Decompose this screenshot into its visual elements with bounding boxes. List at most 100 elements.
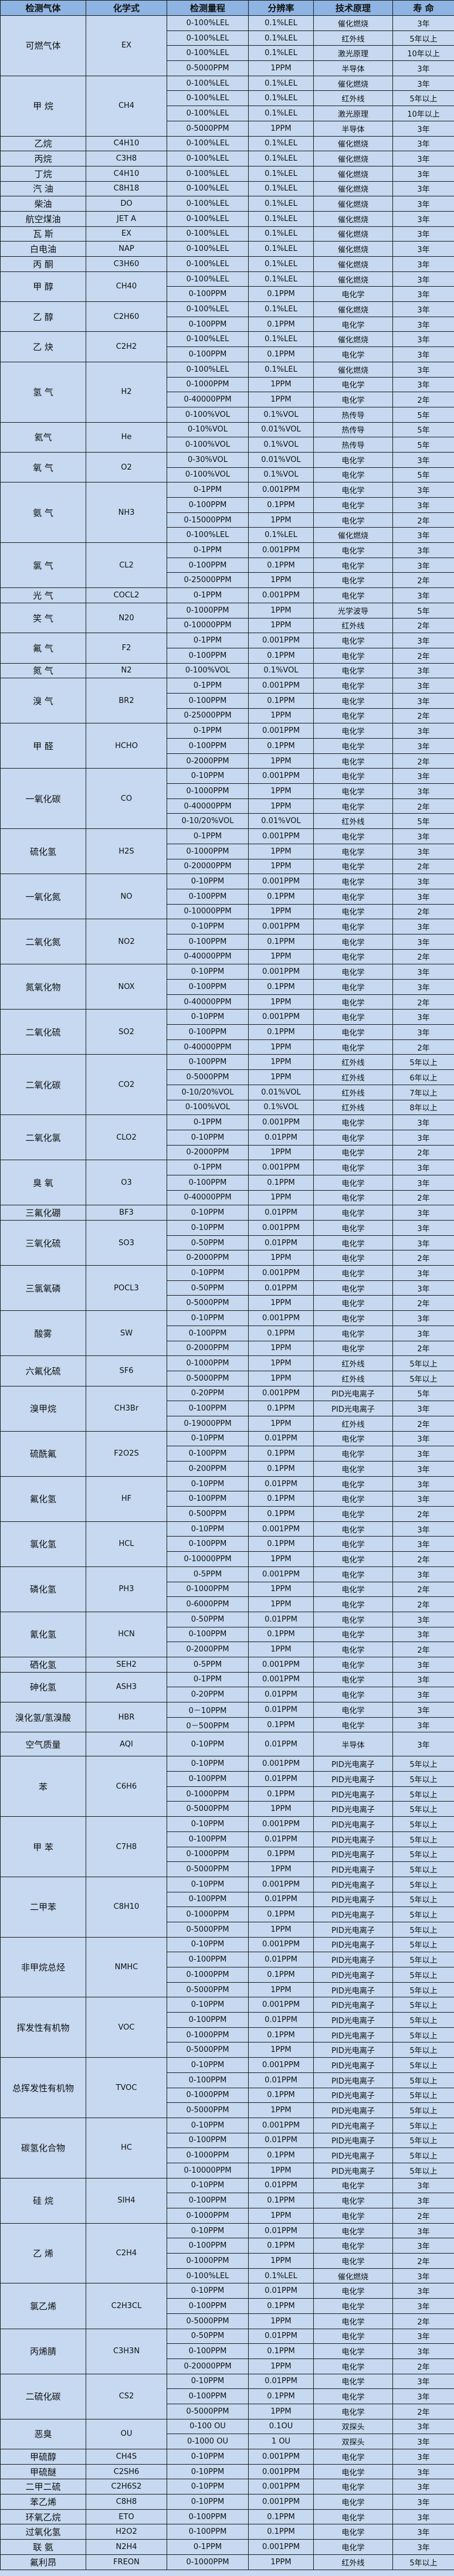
table-row: 0-100PPM 0.1PPM 电化学 3年 [1, 557, 454, 573]
principle-cell: 电化学 [313, 1461, 393, 1477]
principle-cell: PID光电离子 [313, 1891, 393, 1908]
lifespan-cell: 3年 [392, 376, 454, 393]
resolution-cell: 0.1PPM [248, 1174, 314, 1191]
formula-cell: SO2 [86, 1009, 167, 1055]
resolution-cell: 0.1%LEL [248, 196, 314, 212]
resolution-cell: 1PPM [248, 512, 314, 528]
lifespan-cell: 2年 [392, 949, 454, 965]
principle-cell: 电化学 [313, 1174, 393, 1191]
lifespan-cell: 3年 [392, 2524, 454, 2540]
principle-cell: 电化学 [313, 2539, 393, 2555]
range-cell: 0-5PPM [167, 1656, 249, 1673]
principle-cell: 电化学 [313, 1581, 393, 1598]
resolution-cell: 0.1PPM [248, 1401, 314, 1416]
formula-cell: C3H8 [86, 151, 167, 166]
principle-cell: 电化学 [313, 1009, 393, 1025]
lifespan-cell: 3年 [392, 1009, 454, 1025]
resolution-cell: 0.001PPM [248, 1265, 314, 1281]
table-row: 0-10/20%VOL 0.01%VOL 红外线 7年以上 [1, 1084, 454, 1100]
resolution-cell: 0.1PPM [248, 1846, 314, 1863]
principle-cell: 电化学 [313, 692, 393, 709]
resolution-cell: 1PPM [248, 1039, 314, 1055]
resolution-cell: 1PPM [248, 1340, 314, 1357]
range-cell: 0-1000PPM [167, 2253, 249, 2269]
principle-cell: 电化学 [313, 1717, 393, 1733]
resolution-cell: 0.1PPM [248, 2509, 314, 2525]
range-cell: 0-1000PPM [167, 2147, 249, 2163]
resolution-cell: 1PPM [248, 858, 314, 875]
formula-cell: COCL2 [86, 587, 167, 603]
gas-name-cell: 空气质量 [0, 1732, 86, 1757]
table-row: 恶臭 OU 0-100 OU 0.1OU 双探头 3年 [0, 2418, 454, 2450]
range-cell: 0-1000PPM [167, 1786, 249, 1802]
resolution-cell: 0.001PPM [248, 723, 314, 739]
formula-cell: CH3Br [86, 1385, 167, 1432]
table-row: 臭 氧 O3 0-1PPM 0.001PPM 电化学 3年 [0, 1160, 454, 1206]
lifespan-cell: 5年以上 [392, 1921, 454, 1938]
range-cell: 0-100%LEL [167, 361, 249, 378]
resolution-cell: 1PPM [248, 2162, 314, 2179]
resolution-cell: 1PPM [248, 2358, 314, 2374]
lifespan-cell: 3年 [392, 1205, 454, 1221]
principle-cell: 红外线 [313, 1084, 393, 1100]
range-cell: 0-25000PPM [167, 572, 249, 589]
resolution-cell: 1PPM [248, 1355, 314, 1371]
lifespan-cell: 2年 [392, 1250, 454, 1266]
principle-cell: 电化学 [313, 2193, 393, 2208]
formula-cell: N2H4 [86, 2539, 167, 2555]
range-cell: 0-1000PPM [167, 2027, 249, 2043]
range-cell: 0-40000PPM [167, 798, 249, 814]
formula-cell: BF3 [86, 1205, 167, 1221]
resolution-cell: 0.1PPM [248, 1536, 314, 1552]
resolution-cell: 0.1%LEL [248, 226, 314, 242]
table-row: 0-100PPM 0.1PPM 电化学 3年 [1, 2298, 454, 2314]
principle-cell: 电化学 [313, 1265, 393, 1281]
table-row: 0-5000PPM 1PPM 电化学 2年 [1, 2313, 454, 2329]
gas-name-cell: 笑 气 [0, 602, 86, 634]
resolution-cell: 0.1PPM [248, 316, 314, 332]
lifespan-cell: 5年以上 [392, 1816, 454, 1832]
principle-cell: 电化学 [313, 286, 393, 303]
lifespan-cell: 2年 [392, 798, 454, 814]
resolution-cell: 0.1PPM [248, 1506, 314, 1522]
resolution-cell: 1PPM [248, 376, 314, 393]
formula-cell: N2 [86, 662, 167, 679]
principle-cell: 电化学 [313, 1626, 393, 1643]
principle-cell: 电化学 [313, 888, 393, 905]
principle-cell: PID光电离子 [313, 1967, 393, 1983]
lifespan-cell: 3年 [392, 2479, 454, 2495]
table-row: 空气质量 AQI 0-10PPM 0.01PPM 半导体 3年 [0, 1732, 454, 1757]
gas-name-cell: 甲硫醚 [0, 2463, 86, 2480]
principle-cell: PID光电离子 [313, 1906, 393, 1922]
table-row: 0-1000PPM 1PPM 电化学 2年 [1, 1581, 454, 1598]
table-row: 0-19000PPM 1PPM 红外线 2年 [1, 1415, 454, 1432]
resolution-cell: 0.1%LEL [248, 45, 314, 62]
principle-cell: 电化学 [313, 723, 393, 739]
lifespan-cell: 3年 [392, 1687, 454, 1702]
resolution-cell: 0.01%VOL [248, 422, 314, 438]
range-cell: 0-100PPM [167, 497, 249, 513]
range-cell: 0-10PPM [167, 1129, 249, 1146]
table-row: 甲 醇 CH40 0-100%LEL 0.1%LEL 催化燃烧 3年 [0, 271, 454, 303]
formula-cell: C4H10 [86, 165, 167, 182]
lifespan-cell: 3年 [392, 316, 454, 332]
principle-cell: PID光电离子 [313, 1997, 393, 2013]
range-cell: 0-10PPM [167, 2463, 249, 2480]
table-row: 二硫化碳 CS2 0-10PPM 0.01PPM 电化学 3年 [0, 2373, 454, 2419]
range-cell: 0-10PPM [167, 2449, 249, 2465]
principle-cell: 电化学 [313, 1446, 393, 1462]
lifespan-cell: 3年 [392, 151, 454, 166]
lifespan-cell: 2年 [392, 753, 454, 769]
resolution-cell: 0.1%LEL [248, 361, 314, 378]
formula-cell: NOX [86, 964, 167, 1010]
lifespan-cell: 3年 [392, 2328, 454, 2344]
table-row: 0-100PPM 0.01PPM PID光电离子 5年以上 [1, 1891, 454, 1908]
resolution-cell: 0.001PPM [248, 964, 314, 980]
lifespan-cell: 2年 [392, 392, 454, 407]
principle-cell: 电化学 [313, 874, 393, 889]
table-row: 0-100%LEL 0.1%LEL 催化燃烧 3年 [1, 527, 454, 543]
table-row: 氯化氢 HCL 0-10PPM 0.001PPM 电化学 3年 [0, 1521, 454, 1567]
gas-name-cell: 总挥发性有机物 [0, 2057, 86, 2118]
range-cell: 0-5000PPM [167, 1861, 249, 1877]
table-row: 0-5000PPM 1PPM PID光电离子 5年以上 [1, 1921, 454, 1938]
